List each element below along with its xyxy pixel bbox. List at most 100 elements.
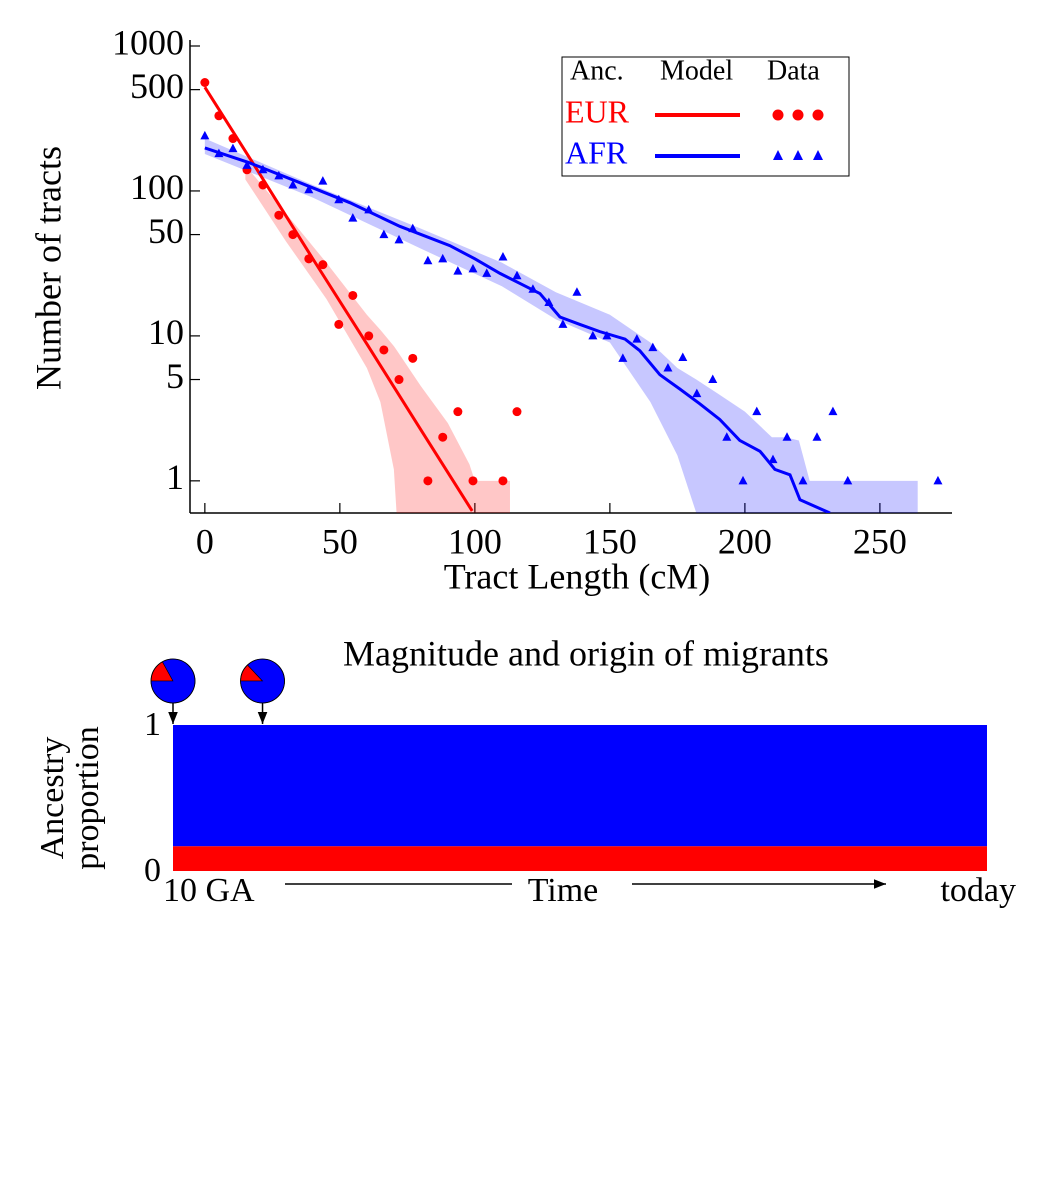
data-point [214,111,224,121]
data-point [379,229,389,239]
data-point [379,345,389,355]
pie-outline [240,658,285,704]
panel-title: Magnitude and origin of migrants [343,633,829,673]
data-point [200,130,210,140]
data-point [632,334,642,343]
data-point [423,476,433,486]
data-point [828,406,838,416]
data-point [512,270,522,280]
data-point [468,263,478,273]
legend-label: EUR [565,93,630,129]
data-point [304,184,314,194]
ancestry-band [173,725,987,847]
x-tick-label: 150 [583,521,637,561]
y-tick-label: 10 [148,312,184,352]
y-axis-label: proportion [69,726,106,870]
data-point [738,475,748,485]
model-line [204,146,831,513]
data-point [274,210,284,220]
data-point [768,454,778,464]
ancestry-band [173,846,987,871]
data-point [798,475,808,485]
legend-marker [793,150,803,160]
y-tick-label: 50 [148,211,184,251]
x-tick-label: 0 [196,521,214,561]
y-tick-label: 500 [130,66,184,106]
data-point [438,253,448,263]
data-point [304,254,314,264]
legend-marker [813,150,823,160]
data-point [663,363,673,372]
data-point [242,160,252,169]
data-point [408,223,418,233]
data-point [708,374,718,384]
data-point [348,290,358,300]
x-axis-label: Tract Length (cM) [444,556,711,596]
data-point [558,319,568,328]
data-point [722,432,732,441]
legend-marker [792,109,804,121]
y-axis-label: Number of tracts [28,146,68,390]
data-point [334,319,344,329]
data-point [318,176,328,185]
data-point [258,180,268,190]
data-point [468,476,478,486]
data-point [648,342,658,352]
data-point [618,353,628,362]
data-point [572,287,582,296]
data-point [602,330,612,340]
x-tick-label: 250 [853,521,907,561]
data-point [288,230,298,240]
data-point [423,255,433,265]
data-point [318,260,328,270]
data-point [214,148,224,158]
data-point [843,475,853,485]
data-point [498,476,508,486]
data-point [678,352,688,361]
confidence-band [204,138,918,513]
data-point [453,407,463,417]
legend-header: Anc. [570,55,624,86]
data-point [334,194,344,204]
data-point [288,179,298,189]
data-point [228,143,238,153]
data-point [200,77,210,87]
confidence-band [245,165,510,513]
data-point [453,266,463,275]
data-point [364,204,374,214]
legend-marker [812,109,824,121]
x-tick-label: 100 [448,521,502,561]
start-label: 10 GA [163,872,255,909]
data-point [812,432,822,441]
data-point [348,213,358,222]
legend-marker [772,109,784,121]
data-point [438,432,448,442]
y-axis-label: Ancestry [34,737,71,860]
y-tick-label: 1 [166,457,184,497]
data-point [588,330,598,340]
data-point [498,252,508,261]
data-point [692,388,702,398]
data-point [274,170,284,180]
time-label: Time [528,872,599,909]
y-tick-label: 5 [166,356,184,396]
y-tick-label: 0 [144,852,161,889]
legend-header: Model [660,55,733,86]
data-point [408,353,418,363]
data-point [394,375,404,385]
y-tick-label: 1 [144,706,161,743]
legend-header: Data [767,55,820,86]
data-point [394,234,404,244]
y-tick-label: 1000 [112,22,184,62]
end-label: today [940,872,1016,909]
plot-area [203,86,918,513]
data-point [482,268,492,277]
pie-outline [150,658,196,704]
legend-label: AFR [565,134,628,170]
data-point [258,164,268,174]
data-point [364,331,374,341]
data-point [228,134,238,144]
data-point [933,475,943,485]
y-tick-label: 100 [130,167,184,207]
x-tick-label: 50 [322,521,358,561]
